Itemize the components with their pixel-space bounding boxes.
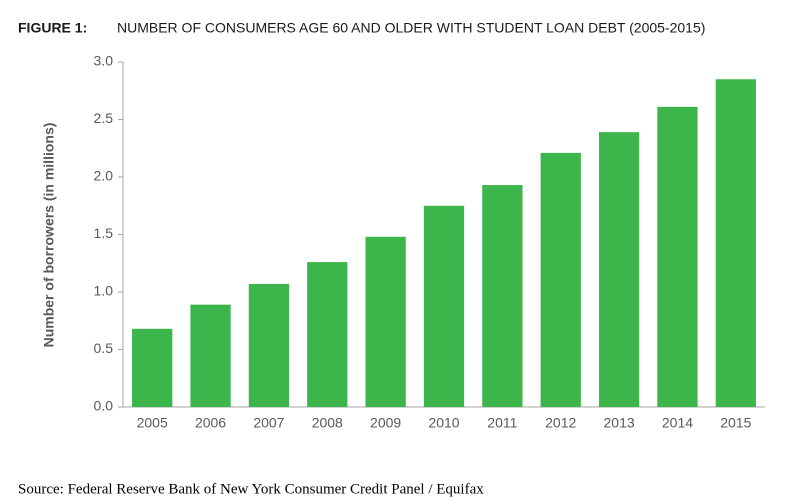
y-tick-label: 1.0 xyxy=(94,283,114,299)
bar xyxy=(132,328,173,407)
source-note: Source: Federal Reserve Bank of New York… xyxy=(18,481,484,497)
x-tick-label: 2006 xyxy=(195,415,226,431)
y-tick-label: 2.0 xyxy=(94,168,114,184)
bar xyxy=(248,283,290,407)
x-tick-label: 2011 xyxy=(487,415,517,431)
x-tick-label: 2013 xyxy=(604,415,635,431)
y-tick-label: 1.5 xyxy=(94,225,114,241)
x-tick-label: 2009 xyxy=(370,415,401,431)
chart-title: NUMBER OF CONSUMERS AGE 60 AND OLDER WIT… xyxy=(117,20,705,36)
bar xyxy=(598,132,640,407)
x-tick-label: 2012 xyxy=(545,415,576,431)
y-axis-label: Number of borrowers (in millions) xyxy=(41,123,57,348)
bar xyxy=(190,304,231,407)
bar xyxy=(482,185,523,407)
y-tick-label: 2.5 xyxy=(94,110,114,126)
x-tick-label: 2005 xyxy=(137,415,168,431)
bar xyxy=(657,106,698,407)
x-tick-label: 2015 xyxy=(720,415,751,431)
y-tick-label: 0.5 xyxy=(94,340,114,356)
y-tick-label: 0.0 xyxy=(94,398,114,414)
x-tick-label: 2008 xyxy=(312,415,343,431)
bar xyxy=(715,79,756,407)
x-tick-label: 2010 xyxy=(428,415,459,431)
y-tick-label: 3.0 xyxy=(94,53,114,69)
bar xyxy=(540,152,581,407)
bar xyxy=(423,205,465,407)
x-tick-label: 2014 xyxy=(662,415,693,431)
x-tick-label: 2007 xyxy=(253,415,284,431)
bar xyxy=(307,262,348,407)
figure-label: FIGURE 1: xyxy=(18,20,87,36)
bar xyxy=(365,236,406,407)
